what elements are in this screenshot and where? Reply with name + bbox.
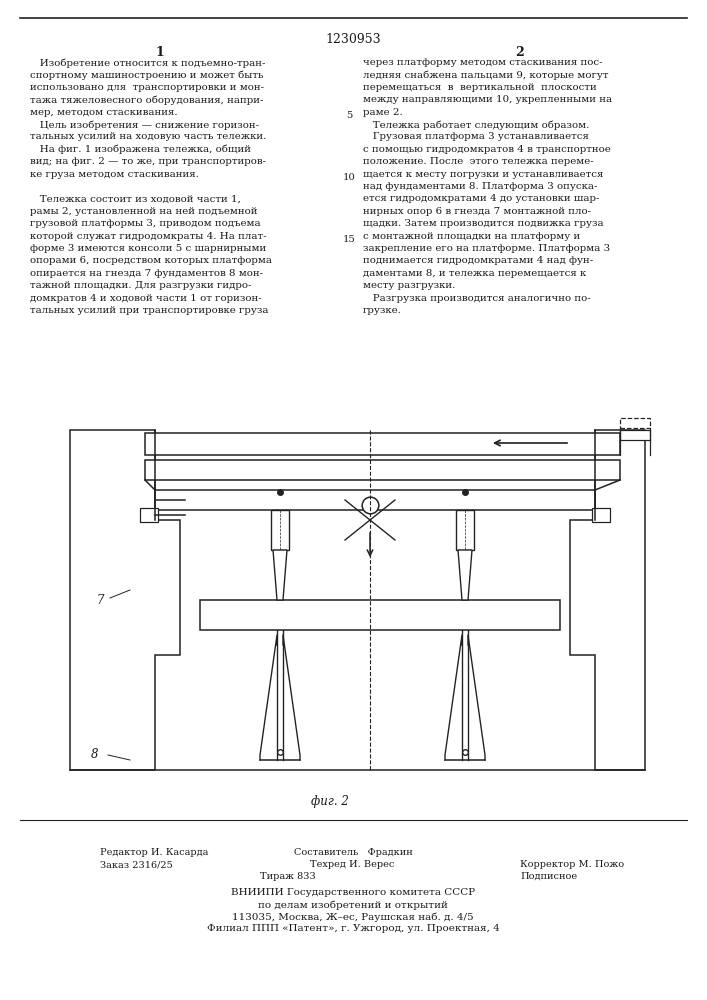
Polygon shape bbox=[273, 550, 287, 600]
Text: с помощью гидродомкратов 4 в транспортное: с помощью гидродомкратов 4 в транспортно… bbox=[363, 145, 611, 154]
Text: Корректор М. Пожо: Корректор М. Пожо bbox=[520, 860, 624, 869]
Text: между направляющими 10, укрепленными на: между направляющими 10, укрепленными на bbox=[363, 95, 612, 104]
Bar bbox=[271, 510, 289, 550]
Bar bbox=[456, 510, 474, 550]
Text: 5: 5 bbox=[346, 111, 352, 120]
Text: через платформу методом стаскивания пос-: через платформу методом стаскивания пос- bbox=[363, 58, 602, 67]
Bar bbox=[155, 490, 595, 510]
Text: 113035, Москва, Ж–ес, Раушская наб. д. 4/5: 113035, Москва, Ж–ес, Раушская наб. д. 4… bbox=[232, 912, 474, 922]
Bar bbox=[200, 600, 560, 630]
Text: 2: 2 bbox=[515, 46, 525, 59]
Polygon shape bbox=[570, 430, 645, 770]
Text: Грузовая платформа 3 устанавливается: Грузовая платформа 3 устанавливается bbox=[363, 132, 589, 141]
Text: Разгрузка производится аналогично по-: Разгрузка производится аналогично по- bbox=[363, 294, 591, 303]
Text: Редактор И. Касарда: Редактор И. Касарда bbox=[100, 848, 209, 857]
Text: 7: 7 bbox=[96, 593, 104, 606]
Text: нирных опор 6 в гнезда 7 монтажной пло-: нирных опор 6 в гнезда 7 монтажной пло- bbox=[363, 207, 591, 216]
Text: Тележка работает следующим образом.: Тележка работает следующим образом. bbox=[363, 120, 590, 129]
Text: грузовой платформы 3, приводом подъема: грузовой платформы 3, приводом подъема bbox=[30, 219, 261, 228]
Bar bbox=[145, 460, 620, 480]
Text: ке груза методом стаскивания.: ке груза методом стаскивания. bbox=[30, 170, 199, 179]
Text: положение. После  этого тележка переме-: положение. После этого тележка переме- bbox=[363, 157, 594, 166]
Bar bbox=[620, 430, 650, 440]
Text: домкратов 4 и ходовой части 1 от горизон-: домкратов 4 и ходовой части 1 от горизон… bbox=[30, 294, 262, 303]
Text: На фиг. 1 изображена тележка, общий: На фиг. 1 изображена тележка, общий bbox=[30, 145, 251, 154]
Text: ется гидродомкратами 4 до установки шар-: ется гидродомкратами 4 до установки шар- bbox=[363, 194, 600, 203]
Text: ледняя снабжена пальцами 9, которые могут: ледняя снабжена пальцами 9, которые могу… bbox=[363, 70, 609, 80]
Text: Тираж 833: Тираж 833 bbox=[260, 872, 316, 881]
Text: тальных усилий на ходовую часть тележки.: тальных усилий на ходовую часть тележки. bbox=[30, 132, 267, 141]
Text: щается к месту погрузки и устанавливается: щается к месту погрузки и устанавливаетс… bbox=[363, 170, 603, 179]
Text: над фундаментами 8. Платформа 3 опуска-: над фундаментами 8. Платформа 3 опуска- bbox=[363, 182, 597, 191]
Text: месту разгрузки.: месту разгрузки. bbox=[363, 281, 455, 290]
Text: Цель изобретения — снижение горизон-: Цель изобретения — снижение горизон- bbox=[30, 120, 259, 129]
Text: 15: 15 bbox=[343, 235, 356, 244]
Text: Заказ 2316/25: Заказ 2316/25 bbox=[100, 860, 173, 869]
Text: закрепление его на платформе. Платформа 3: закрепление его на платформе. Платформа … bbox=[363, 244, 610, 253]
Text: Филиал ППП «Патент», г. Ужгород, ул. Проектная, 4: Филиал ППП «Патент», г. Ужгород, ул. Про… bbox=[206, 924, 499, 933]
Text: ВНИИПИ Государственного комитета СССР: ВНИИПИ Государственного комитета СССР bbox=[231, 888, 475, 897]
Text: вид; на фиг. 2 — то же, при транспортиров-: вид; на фиг. 2 — то же, при транспортиро… bbox=[30, 157, 266, 166]
Text: опирается на гнезда 7 фундаментов 8 мон-: опирается на гнезда 7 фундаментов 8 мон- bbox=[30, 269, 263, 278]
Text: поднимается гидродомкратами 4 над фун-: поднимается гидродомкратами 4 над фун- bbox=[363, 256, 593, 265]
Text: тажной площадки. Для разгрузки гидро-: тажной площадки. Для разгрузки гидро- bbox=[30, 281, 252, 290]
Text: форме 3 имеются консоли 5 с шарнирными: форме 3 имеются консоли 5 с шарнирными bbox=[30, 244, 267, 253]
Text: фиг. 2: фиг. 2 bbox=[311, 795, 349, 808]
Text: Техред И. Верес: Техред И. Верес bbox=[310, 860, 395, 869]
Text: даментами 8, и тележка перемещается к: даментами 8, и тележка перемещается к bbox=[363, 269, 586, 278]
Polygon shape bbox=[70, 430, 180, 770]
Text: опорами 6, посредством которых платформа: опорами 6, посредством которых платформа bbox=[30, 256, 272, 265]
Text: Тележка состоит из ходовой части 1,: Тележка состоит из ходовой части 1, bbox=[30, 194, 241, 203]
Polygon shape bbox=[458, 550, 472, 600]
Bar bbox=[620, 418, 650, 428]
Text: Изобретение относится к подъемно-тран-: Изобретение относится к подъемно-тран- bbox=[30, 58, 266, 68]
Text: с монтажной площадки на платформу и: с монтажной площадки на платформу и bbox=[363, 232, 580, 241]
Text: Составитель   Фрадкин: Составитель Фрадкин bbox=[293, 848, 412, 857]
Text: тальных усилий при транспортировке груза: тальных усилий при транспортировке груза bbox=[30, 306, 269, 315]
Text: которой служат гидродомкраты 4. На плат-: которой служат гидродомкраты 4. На плат- bbox=[30, 232, 267, 241]
Bar bbox=[592, 508, 610, 522]
Text: тажа тяжеловесного оборудования, напри-: тажа тяжеловесного оборудования, напри- bbox=[30, 95, 264, 105]
Text: 10: 10 bbox=[343, 173, 356, 182]
Text: 1230953: 1230953 bbox=[325, 33, 381, 46]
Text: по делам изобретений и открытий: по делам изобретений и открытий bbox=[258, 900, 448, 910]
Text: рамы 2, установленной на ней подъемной: рамы 2, установленной на ней подъемной bbox=[30, 207, 257, 216]
Bar bbox=[140, 508, 158, 522]
Text: щадки. Затем производится подвижка груза: щадки. Затем производится подвижка груза bbox=[363, 219, 604, 228]
Text: раме 2.: раме 2. bbox=[363, 108, 403, 117]
Text: Подписное: Подписное bbox=[520, 872, 577, 881]
Text: спортному машиностроению и может быть: спортному машиностроению и может быть bbox=[30, 70, 264, 80]
Text: грузке.: грузке. bbox=[363, 306, 402, 315]
Text: 8: 8 bbox=[91, 748, 99, 762]
Bar bbox=[145, 433, 620, 455]
Text: мер, методом стаскивания.: мер, методом стаскивания. bbox=[30, 108, 177, 117]
Text: использовано для  транспортировки и мон-: использовано для транспортировки и мон- bbox=[30, 83, 264, 92]
Text: 1: 1 bbox=[156, 46, 164, 59]
Text: перемещаться  в  вертикальной  плоскости: перемещаться в вертикальной плоскости bbox=[363, 83, 597, 92]
